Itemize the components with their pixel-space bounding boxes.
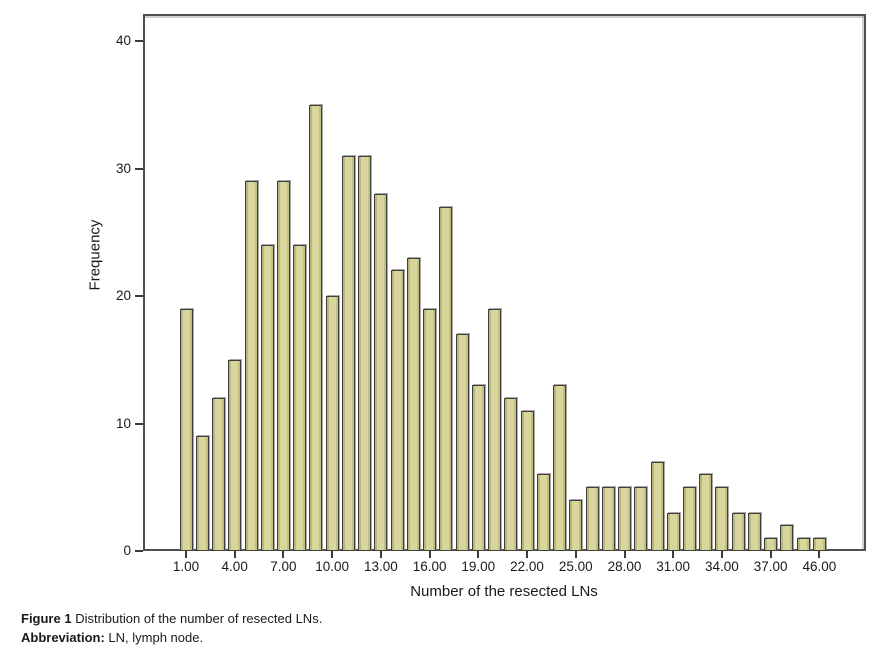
plot-area	[143, 14, 866, 551]
x-tick-mark	[233, 551, 236, 558]
figure-number-label: Figure 1	[21, 611, 72, 626]
bar	[439, 207, 453, 551]
y-tick-mark	[135, 167, 143, 170]
x-tick-mark	[672, 551, 675, 558]
y-tick-mark	[135, 422, 143, 425]
figure-caption-text: Distribution of the number of resected L…	[71, 611, 323, 626]
abbreviation-label: Abbreviation:	[21, 630, 105, 645]
bar	[260, 245, 274, 551]
x-tick-label: 22.00	[510, 559, 544, 574]
bar	[553, 385, 566, 551]
bar	[325, 296, 339, 551]
bar	[536, 474, 550, 551]
x-tick-mark	[720, 551, 723, 558]
bar	[423, 309, 437, 551]
bar	[731, 513, 745, 551]
bar	[471, 385, 485, 551]
bar	[293, 245, 307, 551]
x-tick-mark	[526, 551, 528, 558]
x-tick-mark	[769, 551, 772, 558]
bar	[276, 181, 290, 551]
y-tick-mark	[135, 550, 143, 552]
bar	[228, 360, 242, 551]
bar	[634, 487, 648, 551]
y-tick-mark	[135, 295, 143, 297]
bar	[504, 398, 518, 551]
x-tick-mark	[379, 551, 382, 558]
x-tick-mark	[623, 551, 626, 558]
x-tick-label: 13.00	[363, 559, 398, 574]
x-tick-label: 46.00	[802, 559, 837, 574]
figure-caption: Figure 1 Distribution of the number of r…	[21, 609, 322, 647]
caption-line-1: Figure 1 Distribution of the number of r…	[21, 609, 322, 628]
bar	[358, 156, 372, 551]
x-tick-mark	[331, 551, 334, 558]
bar	[747, 513, 761, 551]
y-tick-label: 30	[115, 160, 131, 176]
bar	[455, 334, 469, 551]
bar	[601, 487, 615, 551]
x-tick-mark	[428, 551, 431, 558]
x-tick-label: 16.00	[412, 559, 447, 574]
y-axis-title: Frequency	[86, 219, 104, 291]
bar	[764, 538, 778, 551]
x-tick-label: 28.00	[607, 559, 642, 574]
x-tick-label: 37.00	[753, 559, 788, 574]
y-tick-mark	[135, 40, 143, 42]
bar	[341, 156, 355, 551]
x-axis-title: Number of the resected LNs	[410, 583, 598, 600]
x-tick-mark	[282, 551, 285, 558]
bar	[520, 411, 534, 551]
x-tick-mark	[574, 551, 577, 558]
x-tick-label: 31.00	[656, 559, 691, 574]
bar	[309, 105, 323, 551]
bar	[374, 194, 388, 551]
bar	[715, 487, 729, 551]
bar	[666, 513, 680, 551]
bar	[569, 500, 583, 551]
x-tick-mark	[185, 551, 187, 558]
x-tick-label: 7.00	[270, 559, 297, 574]
y-tick-label: 0	[123, 543, 131, 558]
caption-line-2: Abbreviation: LN, lymph node.	[21, 628, 322, 647]
x-tick-label: 10.00	[315, 559, 350, 574]
x-tick-label: 19.00	[461, 559, 496, 574]
abbreviation-text: LN, lymph node.	[104, 630, 204, 645]
y-tick-label: 40	[115, 33, 131, 48]
bar	[195, 436, 209, 551]
bar	[406, 258, 420, 551]
bar	[650, 462, 664, 551]
x-tick-mark	[477, 551, 480, 558]
bar	[618, 487, 631, 551]
x-tick-mark	[818, 551, 821, 558]
bar	[585, 487, 599, 551]
bar	[212, 398, 225, 551]
bar	[796, 538, 810, 551]
x-tick-label: 4.00	[221, 559, 248, 574]
y-tick-label: 10	[115, 415, 131, 431]
bar	[780, 525, 794, 551]
bar	[699, 474, 713, 551]
bar	[812, 538, 826, 551]
x-tick-label: 25.00	[558, 559, 593, 574]
x-tick-label: 34.00	[704, 559, 739, 574]
bar	[682, 487, 696, 551]
x-tick-label: 1.00	[172, 559, 200, 574]
y-tick-label: 20	[115, 288, 131, 303]
bar	[179, 309, 193, 551]
bar	[488, 309, 502, 551]
bar	[390, 270, 404, 551]
bar	[244, 181, 258, 551]
